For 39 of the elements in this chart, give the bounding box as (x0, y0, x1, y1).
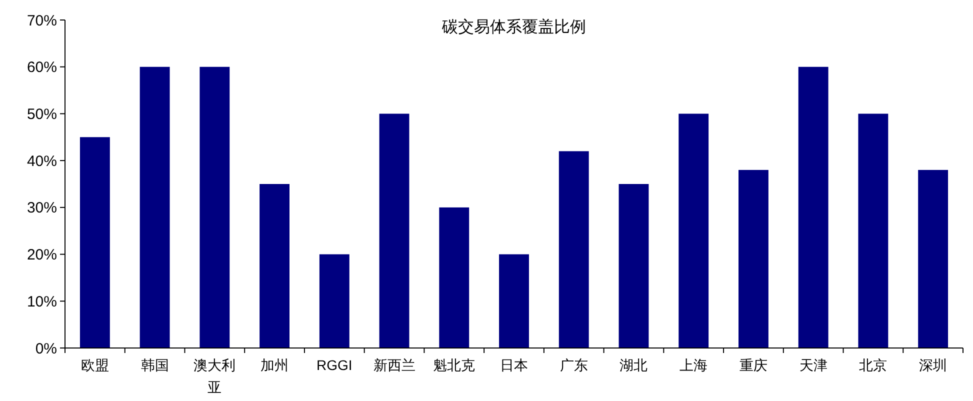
x-tick-label: 广东 (560, 358, 588, 374)
x-tick-label: 北京 (859, 358, 888, 374)
x-tick-label: 加州 (260, 358, 289, 374)
x-tick-label: RGGI (316, 357, 352, 373)
bar (200, 66, 230, 348)
bar (558, 151, 589, 348)
y-tick-label: 10% (26, 293, 57, 310)
y-tick-label: 20% (26, 246, 57, 264)
bar (319, 254, 350, 348)
bar (439, 207, 470, 348)
chart-title: 碳交易体系覆盖比例 (441, 17, 586, 36)
x-tick-label: 魁北克 (433, 358, 476, 374)
y-tick-label: 30% (26, 200, 57, 217)
bar (618, 184, 649, 348)
y-tick-label: 70% (26, 12, 57, 30)
x-tick-label: 欧盟 (80, 358, 109, 374)
bar (80, 137, 110, 348)
y-tick-label: 50% (26, 106, 57, 123)
bar (918, 170, 948, 348)
x-tick-label: 新西兰 (373, 358, 416, 374)
y-tick-label: 60% (26, 59, 57, 76)
bar (858, 114, 888, 348)
x-tick-label: 澳大利亚 (194, 358, 236, 396)
bar (798, 66, 828, 348)
y-tick-label: 40% (26, 152, 57, 170)
x-tick-label: 上海 (680, 358, 708, 374)
bar (260, 184, 290, 348)
bar (379, 114, 410, 348)
x-tick-label: 天津 (799, 358, 828, 374)
bar (738, 170, 768, 348)
y-tick-label: 0% (35, 340, 57, 358)
x-tick-label: 日本 (500, 358, 528, 374)
bar (678, 114, 709, 348)
x-tick-label: 湖北 (620, 358, 648, 374)
bar (499, 254, 529, 348)
bar (140, 66, 170, 348)
x-tick-label: 重庆 (739, 358, 768, 374)
x-tick-label: 深圳 (919, 358, 948, 374)
x-tick-label: 韩国 (140, 358, 169, 374)
